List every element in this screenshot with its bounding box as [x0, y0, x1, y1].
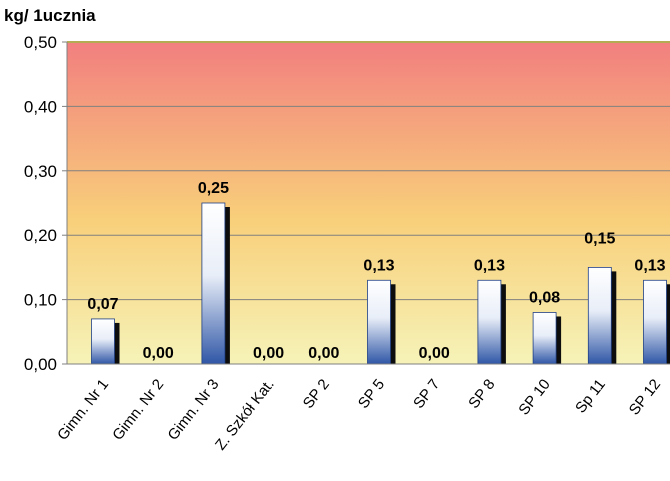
y-tick-label: 0,20 [24, 226, 57, 245]
x-tick-label: SP 2 [300, 376, 333, 412]
y-tick-label: 0,30 [24, 162, 57, 181]
y-tick-label: 0,00 [24, 355, 57, 374]
data-label: 0,15 [584, 230, 615, 247]
y-axis-unit-label: kg/ 1ucznia [4, 6, 96, 25]
y-tick-label: 0,40 [24, 97, 57, 116]
x-tick-label: SP 12 [626, 376, 664, 418]
bar [587, 266, 612, 365]
x-tick-label: SP 7 [410, 376, 443, 412]
bar [201, 202, 226, 365]
bar [643, 279, 667, 365]
data-label: 0,00 [308, 345, 339, 362]
data-label: 0,00 [419, 345, 450, 362]
bar [477, 279, 502, 365]
data-label: 0,00 [143, 345, 174, 362]
data-label: 0,13 [474, 257, 505, 274]
data-label: 0,08 [529, 289, 560, 306]
x-tick-label: Gimn. Nr 3 [165, 376, 223, 444]
x-tick-label: SP 10 [515, 376, 553, 418]
bar [532, 312, 557, 365]
x-tick-label: Z. Szkół Kat. [212, 376, 278, 453]
y-tick-label: 0,10 [24, 291, 57, 310]
bar [367, 279, 391, 365]
data-label: 0,25 [198, 180, 229, 197]
data-label: 0,00 [253, 345, 284, 362]
data-label: 0,13 [363, 257, 394, 274]
data-labels: 0,07 0,00 0,25 0,00 0,00 0,13 0,00 0,13 0,08 0,15… [87, 180, 665, 362]
x-tick-label: SP 8 [465, 376, 498, 412]
y-axis-ticks: 0,00 0,10 0,20 0,30 0,40 0,50 [24, 33, 67, 374]
x-tick-label: Gimn. Nr 1 [54, 376, 112, 444]
x-tick-label: Gimn. Nr 2 [109, 376, 167, 444]
x-tick-label: Sp 11 [572, 376, 609, 416]
x-tick-label: SP 5 [355, 376, 388, 412]
data-label: 0,07 [87, 296, 118, 313]
data-label: 0,13 [634, 257, 665, 274]
bar [91, 318, 115, 365]
y-tick-label: 0,50 [24, 33, 57, 52]
